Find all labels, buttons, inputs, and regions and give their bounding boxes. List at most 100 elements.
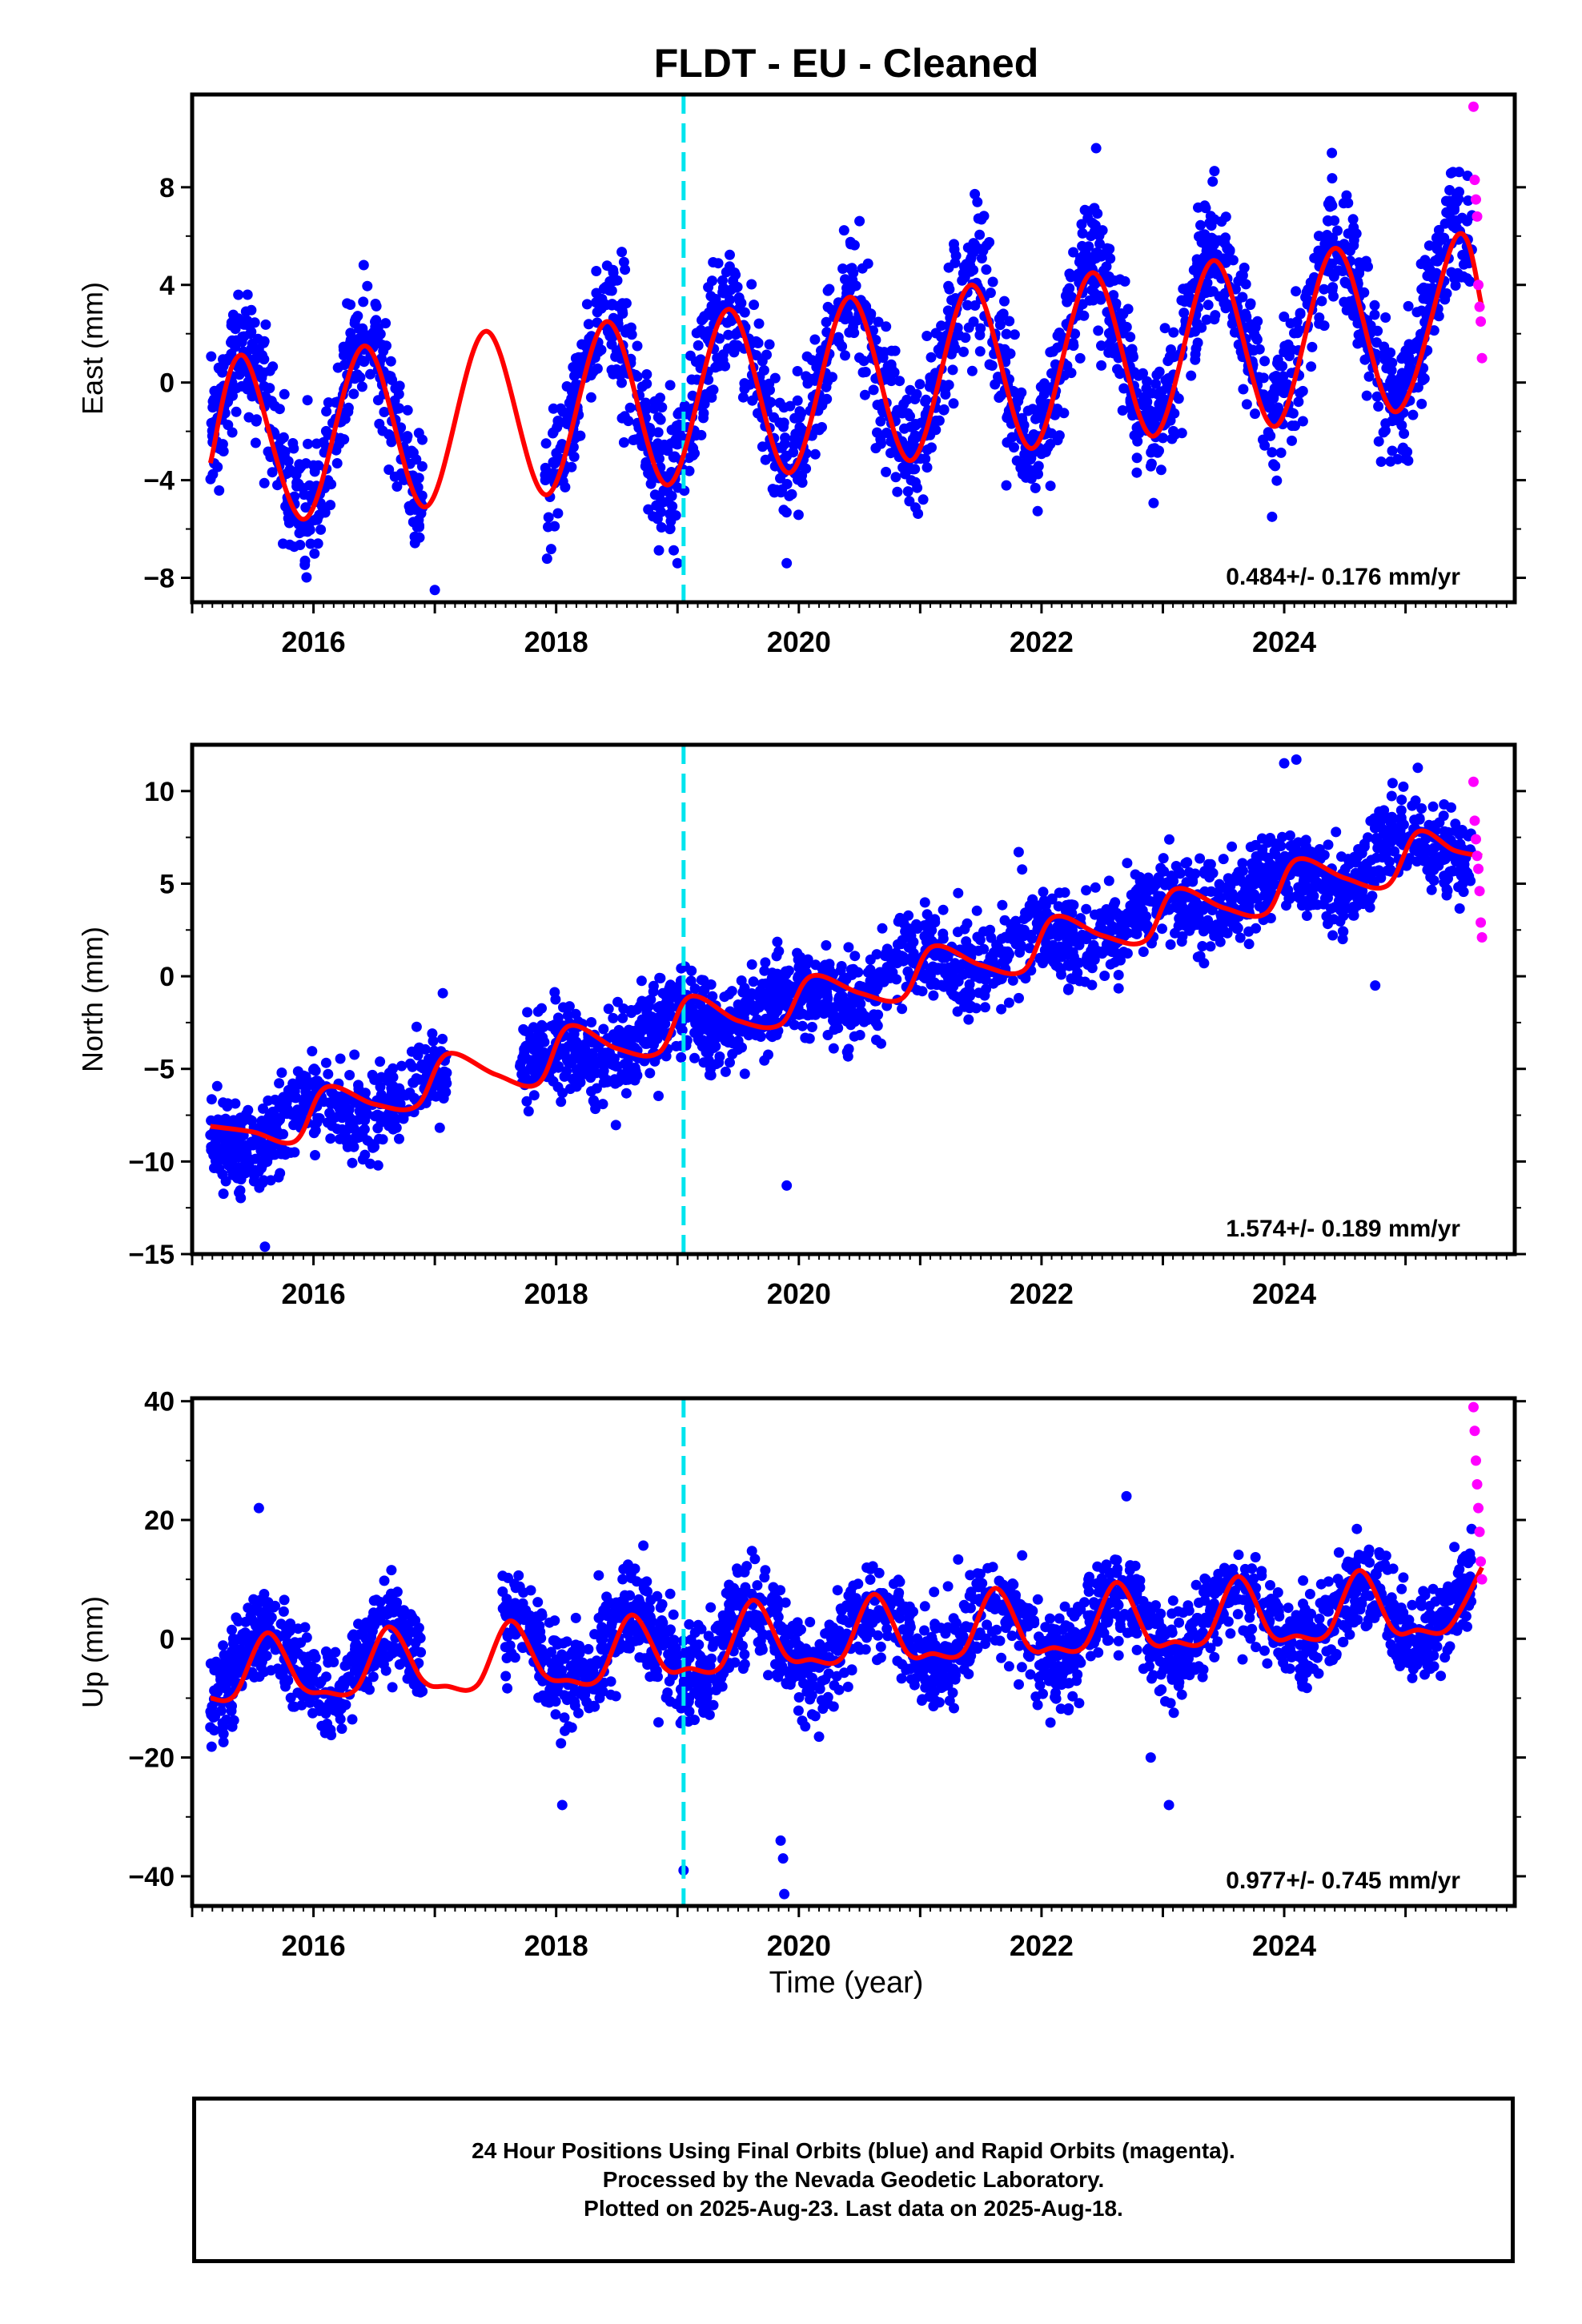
north-final-point xyxy=(1002,946,1014,957)
east-final-point xyxy=(902,408,913,419)
north-final-point xyxy=(1078,931,1089,943)
east-final-point xyxy=(606,300,617,311)
east-final-point xyxy=(1245,298,1256,309)
east-ytick-label: 0 xyxy=(159,368,175,399)
east-final-point xyxy=(1411,337,1422,348)
east-final-point xyxy=(250,437,261,448)
north-final-point xyxy=(520,1072,531,1084)
north-final-point xyxy=(257,1122,268,1133)
east-final-point xyxy=(295,461,307,472)
north-final-point xyxy=(988,947,999,958)
north-final-point xyxy=(1190,895,1201,907)
east-xtick-label: 2018 xyxy=(524,625,588,658)
east-final-point xyxy=(205,473,216,485)
north-final-point xyxy=(703,1055,714,1066)
east-final-point xyxy=(837,341,848,352)
north-final-point xyxy=(246,1136,257,1148)
east-final-point xyxy=(838,225,849,236)
east-final-point xyxy=(267,361,279,372)
east-final-point xyxy=(717,275,728,286)
north-final-point xyxy=(986,932,997,943)
east-final-point xyxy=(1241,399,1252,410)
north-final-point xyxy=(1007,975,1018,986)
north-final-point xyxy=(588,1096,599,1107)
north-final-point xyxy=(655,973,666,983)
east-final-point xyxy=(1341,190,1352,201)
north-final-point xyxy=(653,1011,665,1023)
north-final-point xyxy=(1013,846,1024,858)
east-final-point xyxy=(1069,328,1080,340)
north-rapid-point xyxy=(1472,850,1483,862)
east-final-point xyxy=(616,305,628,316)
east-final-point xyxy=(358,327,368,338)
east-final-point xyxy=(259,477,270,489)
east-final-point xyxy=(287,438,299,448)
north-final-point xyxy=(1014,947,1026,958)
north-final-point xyxy=(562,1010,573,1021)
north-final-point xyxy=(548,1076,559,1087)
north-final-point xyxy=(919,897,930,908)
east-final-point xyxy=(1149,412,1160,423)
north-final-point xyxy=(833,1023,844,1034)
north-final-point xyxy=(1055,964,1066,975)
north-final-point xyxy=(566,1041,577,1052)
east-final-point xyxy=(237,332,248,342)
north-final-point xyxy=(428,1035,439,1047)
east-final-point xyxy=(1033,460,1044,472)
north-final-point xyxy=(522,1007,533,1018)
east-final-point xyxy=(1123,346,1134,357)
north-outlier-point xyxy=(1291,754,1302,766)
north-final-point xyxy=(598,1023,609,1035)
north-final-point xyxy=(1215,927,1226,939)
north-final-point xyxy=(1207,867,1219,879)
east-final-point xyxy=(561,381,572,392)
east-final-point xyxy=(999,344,1010,355)
east-final-point xyxy=(999,296,1010,307)
north-final-point xyxy=(1218,854,1229,865)
north-final-point xyxy=(382,1076,393,1086)
north-final-point xyxy=(425,1090,436,1101)
north-final-point xyxy=(759,965,770,976)
north-final-point xyxy=(281,1146,292,1157)
east-final-point xyxy=(1033,468,1043,480)
east-final-point xyxy=(892,486,903,497)
east-final-point xyxy=(778,402,789,413)
east-final-point xyxy=(1279,312,1290,322)
east-final-point xyxy=(1295,308,1306,320)
east-final-point xyxy=(872,400,883,411)
east-final-point xyxy=(1254,372,1265,383)
north-final-point xyxy=(367,1069,378,1080)
east-final-point xyxy=(1207,176,1219,187)
east-final-point xyxy=(606,285,617,296)
north-final-point xyxy=(999,915,1010,926)
north-final-point xyxy=(1134,893,1145,904)
north-final-point xyxy=(855,998,866,1009)
north-final-point xyxy=(997,899,1008,911)
north-final-point xyxy=(1300,834,1311,846)
north-final-point xyxy=(262,1156,273,1168)
east-final-point xyxy=(936,332,947,343)
north-final-point xyxy=(733,1039,744,1050)
north-final-point xyxy=(1235,932,1246,943)
north-final-point xyxy=(818,1008,829,1019)
north-final-point xyxy=(1050,946,1062,956)
north-final-point xyxy=(1088,947,1098,959)
east-final-point xyxy=(358,296,369,308)
east-final-point xyxy=(1271,475,1283,486)
east-final-point xyxy=(1188,264,1199,275)
east-final-point xyxy=(943,380,954,391)
east-final-point xyxy=(1283,347,1294,357)
east-final-point xyxy=(576,339,588,350)
north-final-point xyxy=(1395,830,1407,841)
east-final-point xyxy=(298,483,309,493)
east-final-point xyxy=(873,316,884,328)
north-final-point xyxy=(676,1051,687,1063)
north-final-point xyxy=(771,951,782,962)
north-final-point xyxy=(841,1047,853,1058)
north-final-point xyxy=(1446,802,1456,813)
east-final-point xyxy=(1093,325,1104,336)
east-final-point xyxy=(1313,231,1324,242)
north-final-point xyxy=(323,1068,334,1080)
north-final-point xyxy=(1119,920,1130,931)
east-final-point xyxy=(725,249,735,260)
